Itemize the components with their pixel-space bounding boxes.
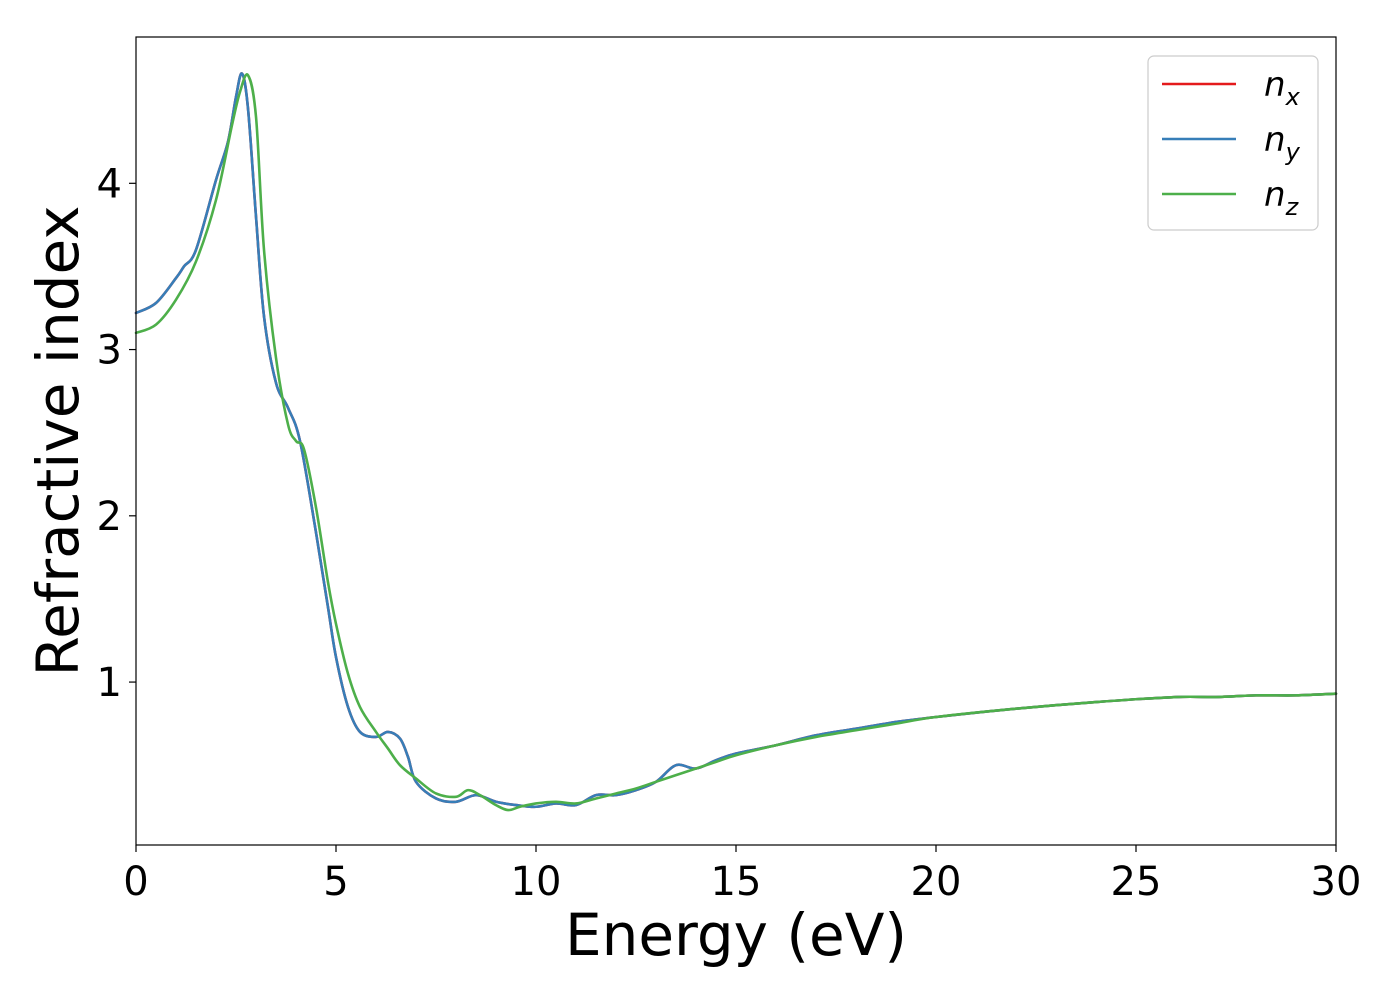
y-axis-title: Refractive index (24, 205, 92, 676)
series-layer (134, 72, 1338, 812)
y-tick-label: 4 (97, 161, 122, 207)
legend-label-subscript: z (1285, 193, 1300, 221)
x-axis-title: Energy (eV) (565, 901, 907, 969)
x-tick-label: 5 (323, 859, 348, 905)
y-tick-label: 1 (97, 660, 122, 706)
x-tick-label: 10 (511, 859, 562, 905)
legend-label-base: n (1264, 175, 1286, 215)
series-line-z (134, 73, 1338, 812)
series-line-y (134, 72, 1338, 809)
legend-label-subscript: x (1285, 83, 1301, 111)
y-tick-label: 2 (97, 494, 122, 540)
legend-box (1147, 55, 1319, 231)
x-tick-label: 20 (911, 859, 962, 905)
x-tick-label: 0 (123, 859, 148, 905)
x-tick-label: 15 (711, 859, 762, 905)
legend-label-y: ny (1264, 120, 1301, 166)
legend-label-subscript: y (1285, 138, 1301, 166)
legend-label-z: nz (1264, 175, 1300, 221)
legend-label-base: n (1264, 120, 1286, 160)
x-tick-label: 30 (1311, 859, 1362, 905)
y-tick-label: 3 (97, 328, 122, 374)
x-axis: 0 5 10 15 20 25 30 (123, 845, 1361, 905)
legend-label-x: nx (1264, 65, 1301, 111)
legend-label-base: n (1264, 65, 1286, 105)
x-tick-label: 25 (1111, 859, 1162, 905)
y-axis: 1 2 3 4 (97, 161, 136, 706)
